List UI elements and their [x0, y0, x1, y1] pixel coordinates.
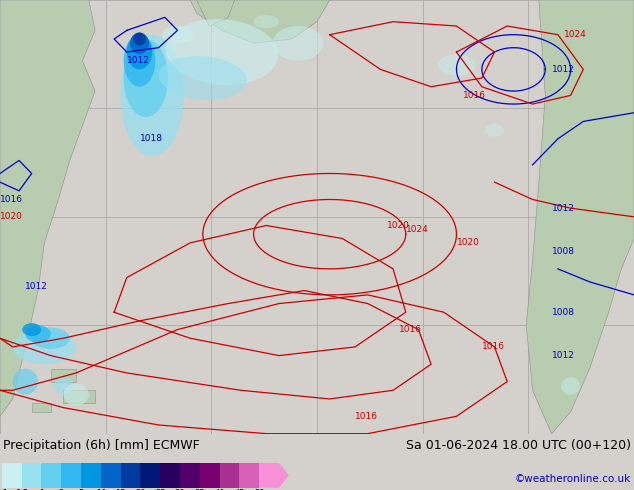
Text: 50: 50 — [254, 489, 264, 490]
Text: 15: 15 — [115, 489, 126, 490]
Text: 35: 35 — [195, 489, 205, 490]
Text: 1012: 1012 — [25, 282, 48, 291]
Ellipse shape — [124, 35, 155, 87]
Text: 1016: 1016 — [399, 325, 422, 334]
Polygon shape — [51, 368, 76, 382]
Polygon shape — [141, 463, 160, 488]
Ellipse shape — [127, 35, 152, 70]
Text: 1012: 1012 — [127, 56, 150, 65]
Polygon shape — [0, 0, 95, 416]
Polygon shape — [63, 390, 95, 403]
Text: 1016: 1016 — [0, 195, 23, 204]
Ellipse shape — [22, 323, 41, 336]
Polygon shape — [200, 463, 219, 488]
Text: 1012: 1012 — [552, 351, 574, 360]
Text: 1018: 1018 — [139, 134, 162, 143]
Text: Precipitation (6h) [mm] ECMWF: Precipitation (6h) [mm] ECMWF — [3, 439, 200, 452]
Ellipse shape — [124, 39, 168, 117]
Ellipse shape — [25, 325, 51, 343]
Polygon shape — [101, 463, 120, 488]
Text: 20: 20 — [135, 489, 146, 490]
Text: 1020: 1020 — [387, 221, 410, 230]
Ellipse shape — [254, 15, 279, 28]
Text: 40: 40 — [214, 489, 225, 490]
Text: 0.1: 0.1 — [0, 489, 8, 490]
Ellipse shape — [13, 368, 38, 394]
Ellipse shape — [437, 54, 476, 76]
Ellipse shape — [159, 56, 247, 100]
Ellipse shape — [130, 32, 149, 54]
Text: 1020: 1020 — [456, 238, 479, 247]
Polygon shape — [2, 463, 22, 488]
Text: 1: 1 — [39, 489, 44, 490]
Polygon shape — [190, 0, 330, 44]
Text: 0.5: 0.5 — [15, 489, 29, 490]
Polygon shape — [259, 463, 289, 488]
Text: Sa 01-06-2024 18.00 UTC (00+120): Sa 01-06-2024 18.00 UTC (00+120) — [406, 439, 631, 452]
Text: 1016: 1016 — [463, 91, 486, 100]
Polygon shape — [32, 403, 51, 412]
Polygon shape — [160, 463, 180, 488]
Text: 1024: 1024 — [564, 30, 587, 39]
Text: 1024: 1024 — [406, 225, 429, 234]
Polygon shape — [120, 463, 141, 488]
Polygon shape — [240, 463, 259, 488]
Text: 10: 10 — [96, 489, 106, 490]
Polygon shape — [526, 0, 634, 434]
Ellipse shape — [165, 19, 278, 85]
Text: 1016: 1016 — [355, 412, 378, 421]
Text: 1008: 1008 — [552, 247, 574, 256]
Text: 5: 5 — [79, 489, 84, 490]
Ellipse shape — [273, 26, 323, 61]
Ellipse shape — [561, 377, 580, 394]
Text: 1016: 1016 — [482, 343, 505, 351]
Text: 2: 2 — [59, 489, 64, 490]
Ellipse shape — [133, 32, 146, 46]
Polygon shape — [219, 463, 240, 488]
Polygon shape — [81, 463, 101, 488]
Polygon shape — [197, 0, 235, 26]
Ellipse shape — [63, 384, 89, 405]
Ellipse shape — [162, 26, 193, 44]
Polygon shape — [180, 463, 200, 488]
Ellipse shape — [485, 123, 504, 137]
Ellipse shape — [54, 377, 73, 394]
Text: ©weatheronline.co.uk: ©weatheronline.co.uk — [515, 474, 631, 484]
Text: 1012: 1012 — [552, 65, 574, 74]
Text: 30: 30 — [175, 489, 185, 490]
Text: 45: 45 — [234, 489, 245, 490]
Ellipse shape — [13, 330, 76, 364]
Polygon shape — [22, 463, 41, 488]
Polygon shape — [61, 463, 81, 488]
Ellipse shape — [32, 327, 70, 349]
Ellipse shape — [120, 35, 184, 156]
Polygon shape — [41, 463, 61, 488]
Text: 25: 25 — [155, 489, 165, 490]
Text: 1008: 1008 — [552, 308, 574, 317]
Text: 1020: 1020 — [0, 212, 23, 221]
Text: 1012: 1012 — [552, 204, 574, 213]
